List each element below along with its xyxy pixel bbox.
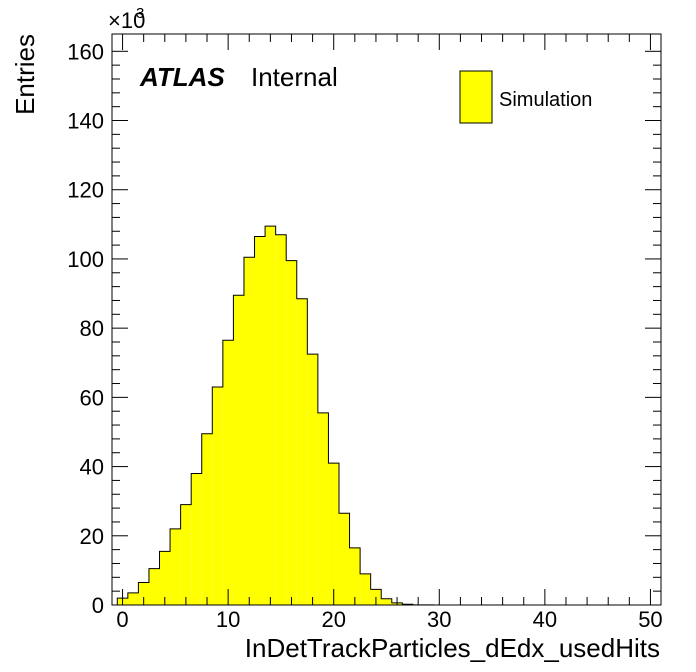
y-tick-label: 60 [80,385,104,410]
y-tick-label: 160 [67,39,104,64]
histogram-bin [265,226,276,605]
histogram-bin [201,433,213,605]
legend-swatch [459,70,493,124]
histogram-bin [159,551,171,605]
histogram-bin [338,513,350,605]
histogram-bin [296,298,308,605]
histogram-bin [243,257,255,605]
y-axis-multiplier: ×10 [108,8,145,33]
x-tick-label: 10 [216,607,240,632]
histogram-bin [222,340,234,605]
histogram-outline [116,225,435,606]
histogram-bin [148,568,160,605]
x-tick-label: 30 [427,607,451,632]
histogram-bars [116,225,435,606]
y-tick-label: 40 [80,455,104,480]
histogram-bin [317,412,329,605]
atlas-label: ATLAS [139,62,225,92]
histogram-bin [233,295,244,605]
legend-entry-simulation: Simulation [499,89,592,111]
histogram-bin [127,592,139,605]
y-tick-label: 140 [67,109,104,134]
x-axis: 0 10 20 30 40 50 [116,34,663,632]
histogram-bin [212,386,223,605]
histogram-bin [138,582,149,605]
histogram-bin [349,547,361,605]
histogram-bin [381,598,392,605]
plot-frame [111,33,662,606]
y-tick-label: 80 [80,316,104,341]
histogram-bin [307,354,318,605]
internal-label: Internal [251,62,338,92]
histogram-bin [360,573,371,605]
y-axis-multiplier-exponent: 3 [136,5,144,22]
x-tick-label: 20 [321,607,345,632]
y-axis: 0 20 40 60 80 100 120 140 160 [67,39,661,618]
x-axis-title: InDetTrackParticles_dEdx_usedHits [245,633,660,663]
histogram-bin [254,236,266,606]
x-tick-label: 40 [533,607,557,632]
histogram-bin [170,528,181,605]
x-tick-label: 0 [116,607,128,632]
x-tick-label: 50 [638,607,662,632]
y-tick-label: 0 [92,593,104,618]
histogram-bin [328,463,339,605]
y-axis-title: Entries [10,34,40,115]
histogram-bin [275,234,287,605]
histogram-bin [180,504,192,605]
histogram-bin [191,473,202,605]
histogram-bin [286,260,297,605]
y-tick-label: 100 [67,247,104,272]
y-tick-label: 120 [67,178,104,203]
y-tick-label: 20 [80,524,104,549]
